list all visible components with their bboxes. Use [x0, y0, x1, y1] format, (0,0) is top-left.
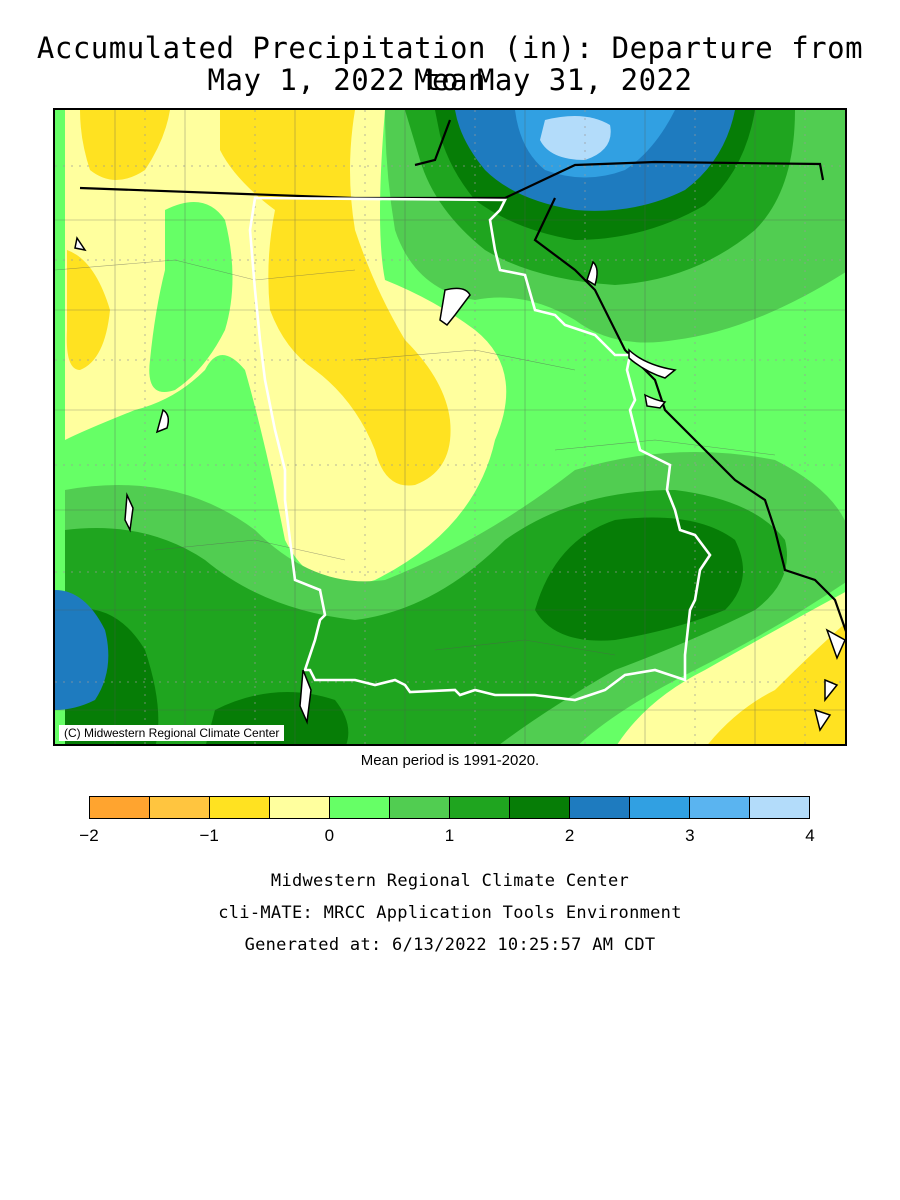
tennessee-boundary	[248, 196, 712, 702]
footer-application: cli-MATE: MRCC Application Tools Environ…	[218, 903, 682, 923]
legend-tick-label: 3	[685, 826, 695, 845]
county-boundaries	[55, 110, 845, 744]
legend-swatch	[510, 797, 570, 818]
dry-core-northwest	[80, 110, 170, 180]
legend-swatch	[330, 797, 390, 818]
dry-core-north	[220, 110, 451, 486]
legend-tick-label: 4	[805, 826, 815, 845]
wet-strip-west	[149, 202, 233, 392]
legend-swatch	[210, 797, 270, 818]
legend-swatch	[630, 797, 690, 818]
legend-swatch	[390, 797, 450, 818]
legend-tick-label: −2	[79, 826, 99, 845]
legend-swatch	[150, 797, 210, 818]
legend-swatch	[690, 797, 750, 818]
legend-swatch	[90, 797, 150, 818]
legend-tick-label: 0	[324, 826, 335, 845]
legend-tick-label: 2	[564, 826, 575, 845]
water-bodies	[74, 236, 845, 732]
mean-period-note: Mean period is 1991-2020.	[360, 752, 540, 769]
map-canvas	[55, 110, 845, 744]
legend-swatch	[450, 797, 510, 818]
dry-core-southeast-inner	[708, 623, 845, 744]
legend-swatch	[750, 797, 809, 818]
legend-tick-label: −1	[199, 826, 219, 845]
wet-region-northeast-6	[540, 116, 611, 160]
legend-swatch	[570, 797, 630, 818]
legend-tick-label: 1	[444, 826, 455, 845]
footer-organization: Midwestern Regional Climate Center	[270, 871, 630, 891]
color-legend	[89, 796, 810, 819]
legend-swatch	[270, 797, 330, 818]
map-title: Accumulated Precipitation (in): Departur…	[36, 31, 864, 97]
map-date-range: May 1, 2022 to May 31, 2022	[207, 63, 693, 97]
map-credit: (C) Midwestern Regional Climate Center	[59, 725, 285, 741]
wet-region-south-6	[55, 590, 109, 710]
footer-generated-time: Generated at: 6/13/2022 10:25:57 AM CDT	[244, 935, 656, 955]
precipitation-map: (C) Midwestern Regional Climate Center	[53, 108, 847, 746]
